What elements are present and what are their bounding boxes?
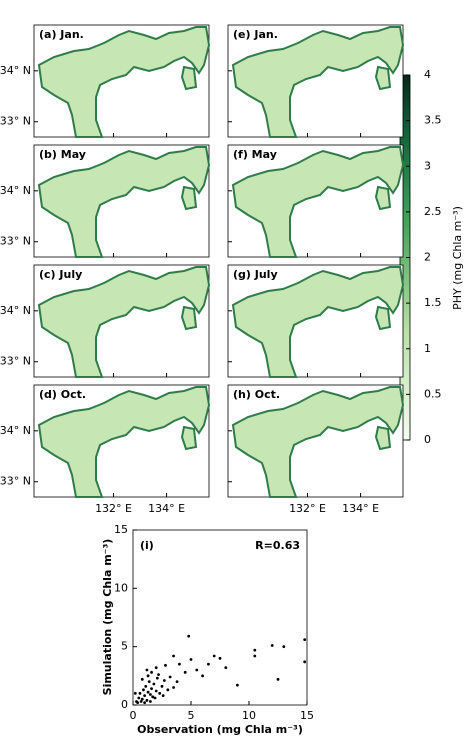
panel-label: (i) bbox=[140, 539, 154, 552]
point bbox=[172, 686, 176, 689]
point bbox=[138, 691, 142, 695]
colorbar-tick-label: 1 bbox=[424, 342, 431, 355]
point bbox=[143, 701, 147, 705]
point bbox=[253, 654, 257, 658]
point bbox=[166, 688, 170, 692]
point bbox=[236, 683, 239, 687]
point bbox=[161, 694, 165, 698]
y-tick-label: 33° N bbox=[0, 235, 31, 248]
panel-label: (c) July bbox=[39, 268, 82, 281]
colorbar-tick-label: 3 bbox=[424, 159, 431, 172]
point bbox=[147, 680, 151, 684]
point bbox=[146, 690, 150, 694]
x-tick-label: 134° E bbox=[148, 502, 185, 515]
point bbox=[172, 654, 176, 658]
point bbox=[189, 658, 193, 661]
point bbox=[152, 682, 156, 686]
point bbox=[149, 700, 152, 703]
panel-label: (e) Jan. bbox=[233, 28, 278, 41]
point bbox=[207, 662, 210, 666]
point bbox=[303, 660, 307, 664]
point bbox=[157, 673, 160, 677]
point bbox=[253, 648, 257, 652]
colorbar-label: PHY (mg Chla m⁻³) bbox=[451, 206, 464, 310]
point bbox=[151, 695, 155, 699]
point bbox=[212, 654, 216, 658]
point bbox=[164, 663, 167, 667]
panel-label: (d) Oct. bbox=[39, 388, 86, 401]
y-tick-label: 15 bbox=[114, 523, 128, 536]
point bbox=[142, 688, 145, 692]
colorbar-tick-label: 2 bbox=[424, 251, 431, 264]
colorbar-tick-label: 4 bbox=[424, 68, 431, 81]
point bbox=[178, 662, 181, 666]
x-tick-label: 0 bbox=[130, 709, 137, 722]
point bbox=[155, 676, 159, 680]
point bbox=[146, 674, 150, 678]
point bbox=[154, 666, 158, 670]
panel-label: (g) July bbox=[233, 268, 278, 281]
annotation: R=0.63 bbox=[255, 539, 300, 552]
colorbar-tick-label: 0 bbox=[424, 433, 431, 446]
plot-frame bbox=[132, 529, 308, 706]
y-tick-label: 0 bbox=[121, 698, 128, 711]
point bbox=[201, 674, 205, 678]
x-tick-label: 15 bbox=[300, 709, 314, 722]
point bbox=[154, 689, 158, 693]
point bbox=[133, 691, 137, 695]
colorbar-tick-label: 2.5 bbox=[424, 205, 442, 218]
point bbox=[175, 680, 179, 684]
panel-label: (b) May bbox=[39, 148, 86, 161]
point bbox=[158, 691, 162, 695]
y-tick-label: 34° N bbox=[0, 184, 31, 197]
panel-label: (a) Jan. bbox=[39, 28, 84, 41]
point bbox=[195, 668, 199, 672]
colorbar-tick-label: 1.5 bbox=[424, 296, 442, 309]
y-tick-label: 33° N bbox=[0, 355, 31, 368]
point bbox=[140, 697, 144, 701]
x-tick-label: 134° E bbox=[342, 502, 379, 515]
panel-label: (h) Oct. bbox=[233, 388, 280, 401]
point bbox=[162, 679, 166, 682]
point bbox=[150, 670, 153, 674]
x-tick-label: 10 bbox=[242, 709, 256, 722]
point bbox=[153, 696, 157, 700]
x-tick-label: 5 bbox=[188, 709, 195, 722]
point bbox=[218, 656, 222, 660]
y-tick-label: 33° N bbox=[0, 115, 31, 128]
y-tick-label: 10 bbox=[114, 581, 128, 594]
y-tick-label: 33° N bbox=[0, 475, 31, 488]
point bbox=[168, 675, 172, 679]
colorbar-tick-label: 3.5 bbox=[424, 114, 442, 127]
y-axis-label: Simulation (mg Chla m⁻³) bbox=[101, 539, 114, 696]
point bbox=[160, 684, 164, 688]
point bbox=[183, 670, 187, 674]
point bbox=[145, 698, 149, 702]
point bbox=[137, 696, 141, 700]
colorbar-tick-label: 0.5 bbox=[424, 387, 442, 400]
y-tick-label: 34° N bbox=[0, 424, 31, 437]
point bbox=[149, 693, 152, 696]
point bbox=[144, 684, 148, 688]
point bbox=[139, 700, 143, 703]
point bbox=[187, 634, 191, 638]
y-tick-label: 34° N bbox=[0, 64, 31, 77]
x-tick-label: 132° E bbox=[289, 502, 326, 515]
y-tick-label: 34° N bbox=[0, 304, 31, 317]
x-tick-label: 132° E bbox=[95, 502, 132, 515]
point bbox=[143, 694, 147, 698]
panel-label: (f) May bbox=[233, 148, 277, 161]
point bbox=[224, 666, 228, 670]
point bbox=[303, 638, 307, 642]
x-axis-label: Observation (mg Chla m⁻³) bbox=[137, 723, 303, 736]
point bbox=[140, 677, 144, 681]
point bbox=[145, 668, 149, 672]
point bbox=[150, 687, 153, 691]
y-tick-label: 5 bbox=[121, 640, 128, 653]
point bbox=[276, 677, 280, 681]
point bbox=[136, 701, 140, 705]
point bbox=[270, 644, 274, 647]
point bbox=[282, 645, 286, 649]
